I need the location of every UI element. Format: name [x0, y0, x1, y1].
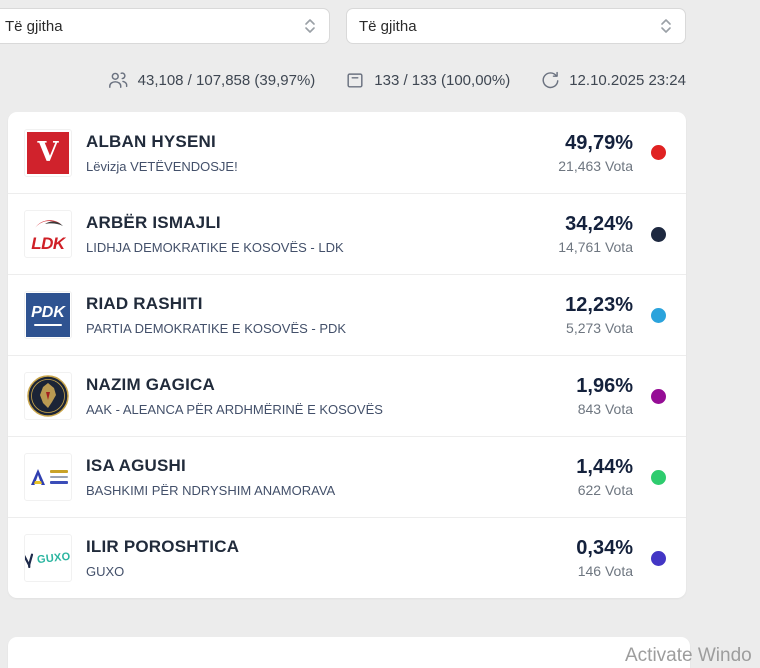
- filter-select-right-value: Të gjitha: [359, 17, 417, 35]
- candidate-info: NAZIM GAGICA AAK - ALEANCA PËR ARDHMËRIN…: [86, 375, 383, 417]
- filter-select-right[interactable]: Të gjitha: [346, 8, 686, 44]
- party-name: GUXO: [86, 564, 125, 579]
- aak-emblem: [27, 375, 69, 417]
- percent-value: 1,44%: [576, 456, 633, 478]
- results-card: V ALBAN HYSENI Lëvizja VETËVENDOSJE! 49,…: [8, 112, 686, 598]
- percent-value: 34,24%: [565, 213, 633, 235]
- votes-value: 843 Vota: [577, 401, 633, 417]
- votes-value: 5,273 Vota: [566, 320, 633, 336]
- stats-bar: 43,108 / 107,858 (39,97%) 133 / 133 (100…: [0, 66, 686, 94]
- ldk-eagle-swoosh: [35, 219, 63, 228]
- party-logo-aak: [24, 372, 72, 420]
- candidate-name: ILIR POROSHTICA: [86, 537, 240, 556]
- voter-turnout-stat: 43,108 / 107,858 (39,97%): [107, 70, 316, 90]
- activate-windows-watermark: Activate Windo: [625, 645, 752, 666]
- party-logo-bpn: [24, 453, 72, 501]
- ldk-logo-text: LDK: [31, 233, 65, 253]
- refresh-icon: [542, 71, 559, 89]
- polling-stations-value: 133 / 133 (100,00%): [374, 71, 511, 89]
- percent-value: 0,34%: [576, 537, 633, 559]
- candidate-row[interactable]: V ALBAN HYSENI Lëvizja VETËVENDOSJE! 49,…: [8, 112, 686, 193]
- result-values: 49,79% 21,463 Vota: [558, 132, 666, 174]
- percent-value: 1,96%: [576, 375, 633, 397]
- percent-value: 12,23%: [565, 294, 633, 316]
- candidate-name: ARBËR ISMAJLI: [86, 213, 221, 232]
- next-section-card: [8, 637, 690, 668]
- guxo-logo-text: GUXO!: [36, 549, 72, 566]
- pdk-logo-text: PDK: [31, 304, 65, 321]
- filter-select-left-value: Të gjitha: [5, 17, 63, 35]
- party-color-dot: [651, 307, 666, 323]
- party-name: PARTIA DEMOKRATIKE E KOSOVËS - PDK: [86, 321, 347, 336]
- party-logo-vetevendosje: V: [24, 128, 72, 177]
- percent-value: 49,79%: [565, 131, 633, 154]
- party-color-dot: [651, 469, 666, 485]
- party-name: AAK - ALEANCA PËR ARDHMËRINË E KOSOVËS: [86, 402, 383, 417]
- votes-value: 146 Vota: [577, 563, 633, 579]
- party-name: Lëvizja VETËVENDOSJE!: [86, 158, 238, 174]
- ballot-box-icon: [347, 73, 363, 88]
- candidate-name: NAZIM GAGICA: [86, 375, 215, 394]
- party-color-dot: [651, 388, 666, 404]
- bpn-a-monogram: [30, 469, 45, 485]
- result-values: 1,96% 843 Vota: [576, 375, 666, 417]
- candidate-row[interactable]: NAZIM GAGICA AAK - ALEANCA PËR ARDHMËRIN…: [8, 355, 686, 436]
- bpn-logo-text-lines: [49, 470, 68, 484]
- party-name: BASHKIMI PËR NDRYSHIM ANAMORAVA: [86, 483, 336, 498]
- candidate-row[interactable]: GUXO! ILIR POROSHTICA GUXO 0,34% 146 Vot…: [8, 517, 686, 598]
- votes-value: 622 Vota: [577, 482, 633, 498]
- last-updated-value: 12.10.2025 23:24: [569, 71, 686, 89]
- result-values: 1,44% 622 Vota: [576, 456, 666, 498]
- party-name: LIDHJA DEMOKRATIKE E KOSOVËS - LDK: [86, 240, 344, 255]
- candidate-name: ALBAN HYSENI: [86, 131, 216, 151]
- result-values: 0,34% 146 Vota: [576, 537, 666, 579]
- polling-stations-stat: 133 / 133 (100,00%): [345, 70, 510, 90]
- candidate-info: ARBËR ISMAJLI LIDHJA DEMOKRATIKE E KOSOV…: [86, 213, 344, 255]
- candidate-name: RIAD RASHITI: [86, 294, 203, 313]
- voters-icon: [108, 72, 128, 89]
- party-logo-pdk: PDK: [24, 291, 72, 339]
- candidate-info: ALBAN HYSENI Lëvizja VETËVENDOSJE!: [86, 132, 238, 174]
- result-values: 34,24% 14,761 Vota: [558, 213, 666, 255]
- last-updated-stat: 12.10.2025 23:24: [540, 70, 686, 90]
- candidate-row[interactable]: PDK RIAD RASHITI PARTIA DEMOKRATIKE E KO…: [8, 274, 686, 355]
- candidate-name: ISA AGUSHI: [86, 456, 186, 475]
- votes-value: 21,463 Vota: [558, 157, 633, 174]
- party-logo-guxo: GUXO!: [24, 534, 72, 582]
- guxo-hand-icon: [25, 553, 33, 568]
- candidate-info: RIAD RASHITI PARTIA DEMOKRATIKE E KOSOVË…: [86, 294, 346, 336]
- candidate-row[interactable]: ISA AGUSHI BASHKIMI PËR NDRYSHIM ANAMORA…: [8, 436, 686, 517]
- party-color-dot: [651, 145, 666, 160]
- voter-turnout-value: 43,108 / 107,858 (39,97%): [137, 71, 316, 89]
- chevron-up-down-icon: [303, 18, 317, 34]
- candidate-info: ILIR POROSHTICA GUXO: [86, 537, 239, 579]
- result-values: 12,23% 5,273 Vota: [565, 294, 666, 336]
- party-logo-ldk: LDK: [24, 210, 72, 258]
- party-color-dot: [651, 226, 666, 242]
- vetevendosje-logo-letter: V: [27, 131, 69, 174]
- filter-select-left[interactable]: Të gjitha: [0, 8, 330, 44]
- votes-value: 14,761 Vota: [558, 239, 633, 255]
- chevron-up-down-icon: [659, 18, 673, 34]
- candidate-info: ISA AGUSHI BASHKIMI PËR NDRYSHIM ANAMORA…: [86, 456, 335, 498]
- candidate-row[interactable]: LDK ARBËR ISMAJLI LIDHJA DEMOKRATIKE E K…: [8, 193, 686, 274]
- party-color-dot: [651, 550, 666, 566]
